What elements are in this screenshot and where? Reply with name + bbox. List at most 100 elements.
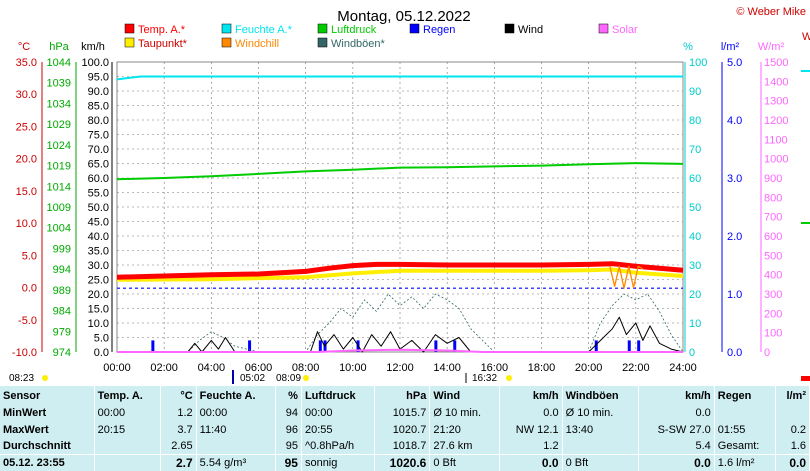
- humidity-tick-label: 0: [689, 347, 695, 359]
- x-tick-label: 16:00: [481, 362, 509, 374]
- cut-temp-indicator: [801, 376, 810, 381]
- temp-tick-label: 30.0: [16, 89, 37, 101]
- humidity-tick-label: 70: [689, 144, 701, 156]
- wind-tick-label: 20.0: [88, 289, 109, 301]
- solar-tick-label: 900: [764, 173, 782, 185]
- x-tick-label: 20:00: [575, 362, 603, 374]
- sunrise-marker: 05:02: [240, 373, 265, 384]
- summary-cell: Ø 10 min.: [562, 405, 639, 422]
- solar-unit-label: W/m²: [758, 41, 785, 53]
- legend-label-regen: Regen: [423, 24, 455, 36]
- rain-bar: [248, 340, 252, 352]
- humidity-tick-label: 60: [689, 173, 701, 185]
- summary-cell: 0.2: [775, 421, 810, 438]
- wind-tick-label: 75.0: [88, 130, 109, 142]
- legend-swatch-windchill: [221, 37, 232, 48]
- wind-tick-label: 30.0: [88, 260, 109, 272]
- humidity-unit-label: %: [683, 41, 693, 53]
- wind-tick-label: 15.0: [88, 304, 109, 316]
- sunrise2-marker: 08:09: [276, 373, 301, 384]
- wind-tick-label: 45.0: [88, 217, 109, 229]
- rain-bar: [151, 340, 155, 352]
- wind-tick-label: 10.0: [88, 318, 109, 330]
- pressure-tick-label: 1014: [47, 181, 71, 193]
- series-line-luftdruck: [116, 162, 684, 181]
- summary-row: Sensor Temp. A. °C Feuchte A.% Luftdruck hPa W…: [0, 386, 810, 406]
- wind-tick-label: 65.0: [88, 159, 109, 171]
- rain-tick-label: 1.0: [727, 289, 742, 301]
- series-line-windchill: [609, 265, 644, 289]
- summary-cell: 95: [275, 453, 302, 471]
- solar-tick-label: 1200: [764, 115, 788, 127]
- legend-label-temp-a: Temp. A.*: [138, 24, 186, 36]
- summary-cell: [94, 437, 161, 455]
- rain-bar: [453, 340, 457, 352]
- summary-cell: 1.6 l/m²: [714, 453, 777, 471]
- summary-cell: l/m²: [775, 386, 810, 406]
- legend-label-solar: Solar: [612, 24, 638, 36]
- summary-cell: °C: [160, 386, 197, 406]
- wind-tick-label: 25.0: [88, 275, 109, 287]
- legend-label-feuchte-a: Feuchte A.*: [235, 24, 293, 36]
- series-line-feuchte-a: [116, 75, 683, 81]
- humidity-tick-label: 50: [689, 202, 701, 214]
- summary-cell: 2.7: [160, 453, 197, 471]
- rain-bar: [627, 340, 631, 352]
- wind-tick-label: 90.0: [88, 86, 109, 98]
- pressure-tick-label: 1009: [47, 202, 71, 214]
- summary-cell: Regen: [714, 386, 777, 406]
- temp-tick-label: -5.0: [18, 315, 37, 327]
- series-line-wind: [117, 316, 684, 353]
- legend-swatch-windb-en: [317, 37, 328, 48]
- summary-cell: 95: [275, 437, 302, 455]
- summary-cell: 0.0: [499, 405, 563, 422]
- summary-cell: Gesamt:: [714, 437, 777, 455]
- rain-tick-label: 0.0: [727, 347, 742, 359]
- wind-tick-label: 55.0: [88, 188, 109, 200]
- humidity-tick-label: 10: [689, 318, 701, 330]
- humidity-tick-label: 20: [689, 289, 701, 301]
- sun-icon: [303, 375, 309, 381]
- summary-row: MaxWert 20:15 3.7 11:40 96 20:55 1020.7 21:20 NW…: [0, 421, 810, 438]
- summary-cell: 13:40: [562, 421, 639, 438]
- wind-tick-label: 85.0: [88, 101, 109, 113]
- pressure-tick-label: 1004: [47, 223, 71, 235]
- series-line-taupunkt: [116, 267, 684, 282]
- summary-cell: 1.2: [499, 437, 563, 455]
- summary-cell: Ø 10 min.: [429, 405, 500, 422]
- rain-bar: [434, 340, 438, 352]
- summary-cell: km/h: [638, 386, 715, 406]
- wind-tick-label: 50.0: [88, 202, 109, 214]
- solar-tick-label: 300: [764, 289, 782, 301]
- summary-cell: [775, 405, 810, 422]
- pressure-tick-label: 989: [53, 285, 71, 297]
- sun-icon: [506, 375, 512, 381]
- wind-unit-label: km/h: [81, 41, 105, 53]
- summary-table: Sensor Temp. A. °C Feuchte A.% Luftdruck hPa W…: [0, 386, 810, 471]
- temp-tick-label: -10.0: [12, 347, 37, 359]
- x-tick-label: 12:00: [386, 362, 414, 374]
- day-start-marker: 08:23: [9, 373, 34, 384]
- summary-cell: [562, 437, 639, 455]
- x-tick-label: 08:00: [292, 362, 320, 374]
- solar-tick-label: 1000: [764, 154, 788, 166]
- humidity-tick-label: 30: [689, 260, 701, 272]
- solar-tick-label: 1400: [764, 76, 788, 88]
- rain-bar: [594, 340, 598, 352]
- temp-tick-label: 0.0: [22, 283, 37, 295]
- temp-tick-label: 15.0: [16, 186, 37, 198]
- legend-swatch-taupunkt: [124, 37, 135, 48]
- humidity-tick-label: 100: [689, 57, 707, 69]
- x-tick-label: 04:00: [198, 362, 226, 374]
- summary-row-label: MaxWert: [0, 421, 95, 438]
- summary-cell: ^0.8hPa/h: [301, 437, 376, 455]
- temp-tick-label: 35.0: [16, 57, 37, 69]
- weather-chart: Montag, 05.12.2022 © Weber Mike Temp. A.…: [9, 6, 810, 384]
- pressure-tick-label: 1029: [47, 119, 71, 131]
- summary-cell: 00:00: [94, 405, 161, 422]
- summary-row-label: Durchschnitt: [0, 437, 95, 455]
- rain-tick-label: 5.0: [727, 57, 742, 69]
- summary-cell: 1015.7: [374, 405, 431, 422]
- copyright-label: © Weber Mike: [736, 6, 806, 18]
- pressure-tick-label: 1034: [47, 98, 71, 110]
